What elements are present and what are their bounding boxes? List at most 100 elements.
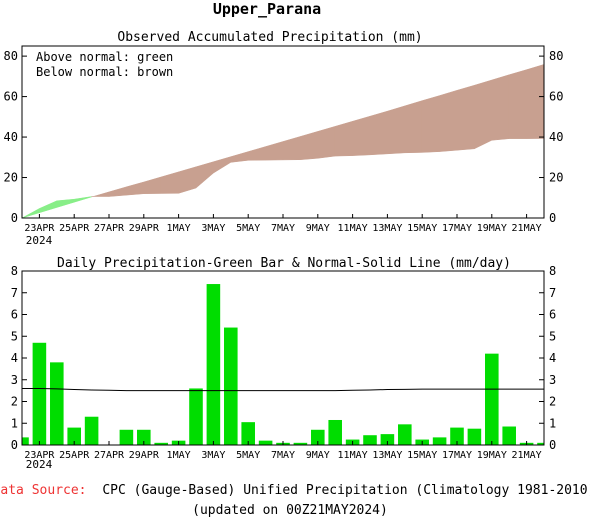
daily-precip-bar — [432, 437, 447, 445]
accumulated-year-label: 2024 — [26, 234, 53, 247]
daily-y-tick-label-left: 2 — [11, 395, 18, 409]
below-normal-area-segment — [352, 115, 371, 156]
accumulated-x-tick-label: 13MAY — [372, 223, 402, 234]
accumulated-y-tick-label-right: 60 — [549, 90, 563, 104]
accumulated-x-axis: 23APR 25APR 27APR 29APR 1MAY 3MAY 5MAY 7MAY 9MAY… — [24, 214, 542, 234]
below-normal-area-segment — [195, 161, 214, 189]
source-line: Data Source: CPC (Gauge-Based) Unified P… — [0, 483, 590, 498]
accumulated-x-tick-label: 15MAY — [407, 223, 437, 234]
above-normal-area-segment — [73, 196, 92, 203]
below-normal-area-segment — [334, 120, 353, 157]
daily-x-tick-label: 27APR — [94, 450, 125, 461]
above-normal-area-segment — [39, 200, 58, 214]
daily-precip-bar — [467, 428, 482, 445]
daily-precip-bar — [380, 434, 395, 445]
accumulated-y-axis: 0 0 20 20 40 40 60 60 80 80 — [4, 49, 564, 225]
daily-x-tick-label: 25APR — [59, 450, 90, 461]
daily-precip-chart: Daily Precipitation-Green Bar & Normal-S… — [11, 256, 556, 471]
daily-plot-frame — [21, 270, 545, 446]
data-source-label: Data Source: — [0, 483, 87, 498]
below-normal-area-segment — [230, 151, 249, 163]
daily-precip-bar — [311, 429, 325, 445]
above-normal-area-segment — [56, 198, 75, 208]
daily-y-tick-label-right: 0 — [549, 438, 556, 452]
accumulated-x-tick-label: 1MAY — [167, 223, 191, 234]
daily-precip-bar — [137, 429, 151, 445]
accumulated-x-tick-label: 17MAY — [442, 223, 472, 234]
daily-y-tick-label-right: 5 — [549, 329, 556, 343]
below-normal-area-segment — [300, 131, 319, 160]
accumulated-x-tick-label: 9MAY — [306, 223, 330, 234]
daily-year-label: 2024 — [26, 458, 53, 471]
daily-y-tick-label-left: 3 — [11, 373, 18, 387]
below-normal-area-segment — [91, 191, 110, 198]
accumulated-y-tick-label-left: 20 — [4, 171, 18, 185]
below-normal-area-segment — [247, 146, 266, 161]
daily-y-tick-label-right: 8 — [549, 264, 556, 278]
accumulated-x-tick-label: 29APR — [129, 223, 160, 234]
daily-x-tick-label: 17MAY — [442, 450, 472, 461]
daily-x-tick-label: 29APR — [129, 450, 160, 461]
page-title: Upper_Parana — [213, 0, 321, 18]
daily-x-axis: 23APR 25APR 27APR 29APR 1MAY 3MAY 5MAY 7MAY 9MAY… — [24, 441, 542, 461]
daily-precip-bar — [398, 424, 412, 445]
above-normal-area-segment — [21, 208, 40, 219]
daily-y-tick-label-left: 7 — [11, 286, 18, 300]
accumulated-x-tick-label: 11MAY — [338, 223, 368, 234]
below-normal-area-segment — [421, 95, 440, 153]
accumulated-y-tick-label-right: 40 — [549, 130, 563, 144]
daily-y-tick-label-right: 3 — [549, 373, 556, 387]
updated-text: (updated on 00Z21MAY2024) — [192, 503, 388, 518]
daily-y-tick-label-left: 4 — [11, 351, 18, 365]
daily-precip-bar — [328, 419, 342, 445]
accumulated-x-tick-label: 27APR — [94, 223, 125, 234]
daily-precip-bar — [450, 427, 464, 445]
accumulated-x-tick-label: 7MAY — [271, 223, 295, 234]
accumulated-x-tick-label: 25APR — [59, 223, 90, 234]
below-normal-area-segment — [282, 136, 301, 161]
accumulated-y-tick-label-left: 60 — [4, 90, 18, 104]
accumulated-x-tick-label: 19MAY — [477, 223, 507, 234]
daily-y-tick-label-left: 8 — [11, 264, 18, 278]
daily-y-tick-label-right: 2 — [549, 395, 556, 409]
daily-y-tick-label-left: 5 — [11, 329, 18, 343]
daily-y-tick-label-left: 1 — [11, 416, 18, 430]
legend-above-normal: Above normal: green — [36, 50, 173, 64]
accumulated-y-tick-label-left: 40 — [4, 130, 18, 144]
daily-precip-bar — [154, 442, 168, 445]
accumulated-y-tick-label-right: 0 — [549, 211, 556, 225]
below-normal-area-segment — [526, 64, 545, 139]
below-normal-area-segment — [439, 89, 458, 152]
daily-plot-area — [22, 284, 544, 445]
below-normal-area-segment — [126, 181, 145, 196]
daily-precip-bar — [22, 437, 29, 445]
accumulated-x-tick-label: 21MAY — [512, 223, 542, 234]
daily-chart-title: Daily Precipitation-Green Bar & Normal-S… — [57, 256, 511, 271]
below-normal-area-segment — [404, 100, 423, 154]
accumulated-y-tick-label-right: 80 — [549, 49, 563, 63]
below-normal-area-segment — [213, 156, 232, 174]
daily-x-tick-label: 21MAY — [512, 450, 542, 461]
daily-x-tick-label: 15MAY — [407, 450, 437, 461]
accumulated-chart-title: Observed Accumulated Precipitation (mm) — [117, 30, 422, 45]
daily-x-tick-label: 13MAY — [372, 450, 402, 461]
daily-x-tick-label: 3MAY — [201, 450, 225, 461]
below-normal-area-segment — [474, 79, 493, 150]
accumulated-x-tick-label: 23APR — [24, 223, 55, 234]
accumulated-y-tick-label-left: 0 — [11, 211, 18, 225]
below-normal-area-segment — [317, 126, 336, 159]
daily-y-axis: 0 0 1 1 2 2 3 3 4 4 5 5 6 6 7 7 8 8 — [11, 264, 556, 452]
accumulated-precip-chart: Observed Accumulated Precipitation (mm) … — [4, 30, 564, 247]
daily-x-tick-label: 19MAY — [477, 450, 507, 461]
accumulated-x-tick-label: 5MAY — [236, 223, 260, 234]
below-normal-area-segment — [178, 166, 197, 194]
daily-precip-bar — [189, 388, 203, 445]
daily-y-tick-label-left: 0 — [11, 438, 18, 452]
below-normal-area-segment — [369, 110, 388, 156]
below-normal-area-segment — [491, 74, 510, 141]
daily-precip-bar — [258, 440, 273, 445]
daily-precip-bar — [32, 342, 47, 445]
accumulated-y-tick-label-right: 20 — [549, 171, 563, 185]
daily-x-tick-label: 5MAY — [236, 450, 260, 461]
